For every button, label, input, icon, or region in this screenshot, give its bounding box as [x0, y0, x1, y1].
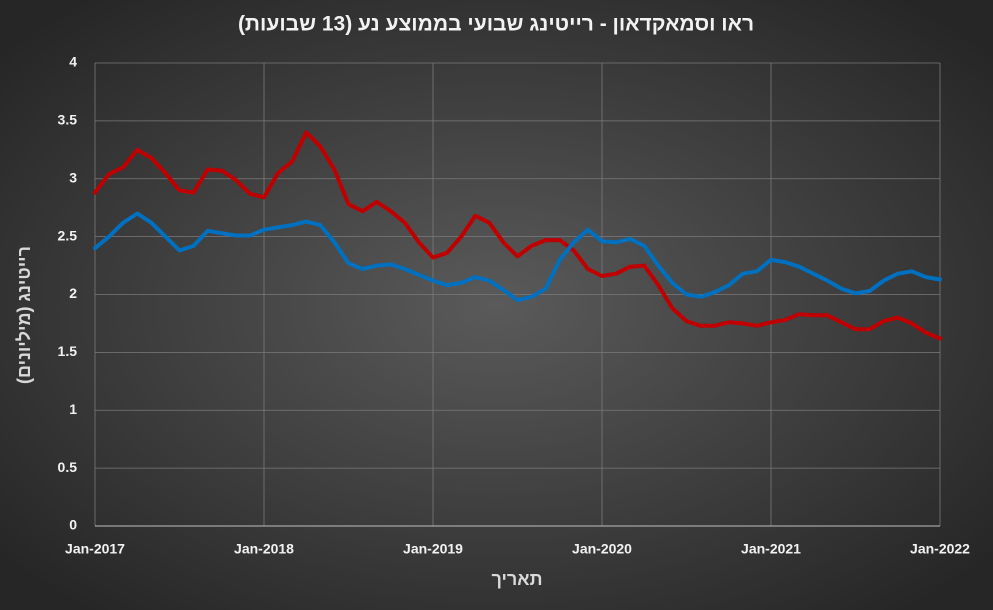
x-axis-label: תאריך	[491, 569, 542, 589]
y-tick-label: 0	[69, 517, 77, 533]
y-tick-label: 0.5	[58, 459, 78, 475]
series-line	[93, 130, 942, 341]
x-tick-label: Jan-2022	[910, 541, 970, 557]
y-tick-label: 1.5	[58, 343, 78, 359]
y-tick-label: 3	[69, 169, 77, 185]
y-tick-label: 3.5	[58, 112, 78, 128]
x-tick-label: Jan-2021	[741, 541, 801, 557]
y-tick-label: 2	[69, 285, 77, 301]
y-axis-label: רייטינג (מיליונים)	[14, 246, 34, 384]
y-tick-label: 2.5	[58, 227, 78, 243]
x-tick-label: Jan-2019	[403, 541, 463, 557]
y-tick-label: 4	[69, 54, 77, 70]
x-tick-label: Jan-2018	[234, 541, 294, 557]
x-tick-label: Jan-2020	[572, 541, 632, 557]
chart-title: ראו וסמאקדאון - רייטינג שבועי בממוצע נע …	[238, 13, 754, 36]
x-tick-label: Jan-2017	[65, 541, 125, 557]
y-tick-label: 1	[69, 401, 77, 417]
series-line	[93, 211, 942, 303]
